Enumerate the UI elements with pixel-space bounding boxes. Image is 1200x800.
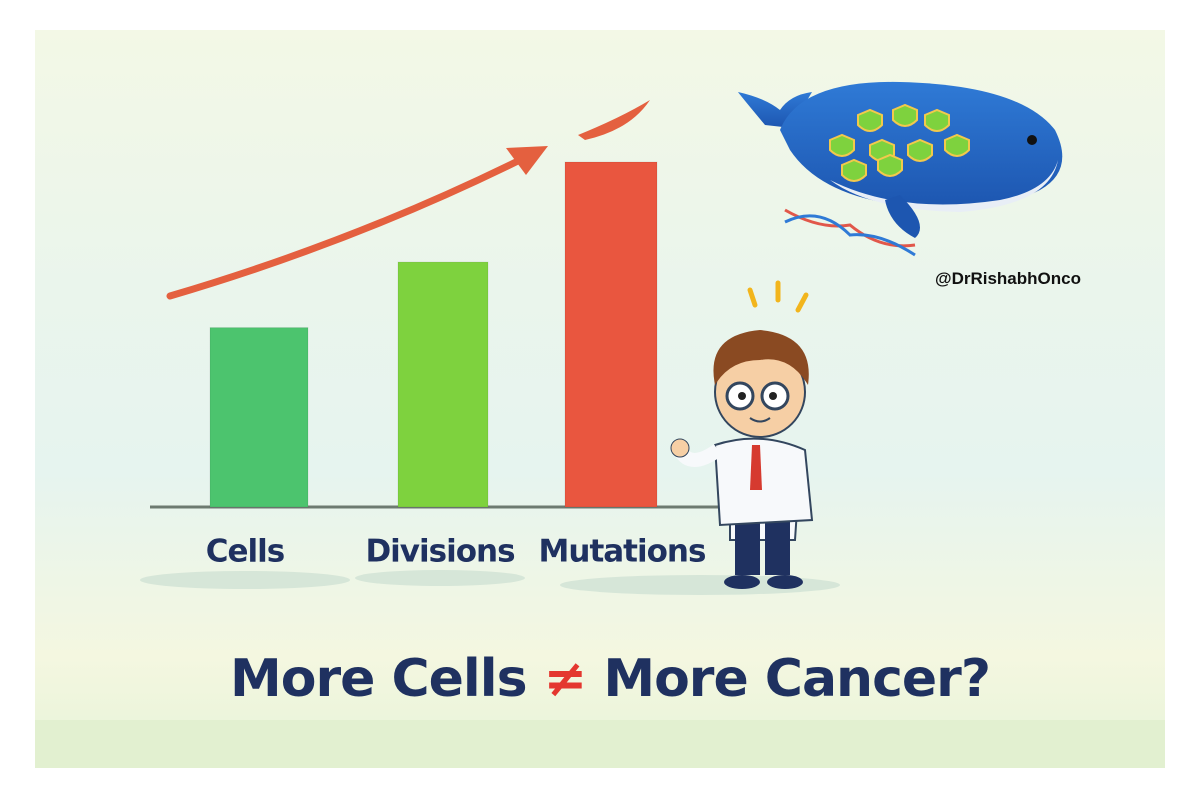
spark	[578, 100, 650, 140]
title: More Cells ≠ More Cancer?	[230, 649, 990, 709]
ground	[35, 720, 1165, 768]
bar	[397, 261, 489, 508]
whale	[738, 81, 1063, 257]
category-label: Cells	[206, 534, 284, 570]
bar	[209, 327, 309, 508]
category-label: Divisions	[365, 534, 514, 570]
scientist	[670, 280, 814, 589]
category-label: Mutations	[539, 534, 706, 570]
bar	[564, 161, 658, 508]
trend-arrow	[166, 151, 534, 300]
shadow	[140, 571, 350, 589]
shadow	[355, 570, 525, 586]
handle: @DrRishabhOnco	[935, 269, 1081, 288]
arrowhead	[506, 146, 548, 175]
